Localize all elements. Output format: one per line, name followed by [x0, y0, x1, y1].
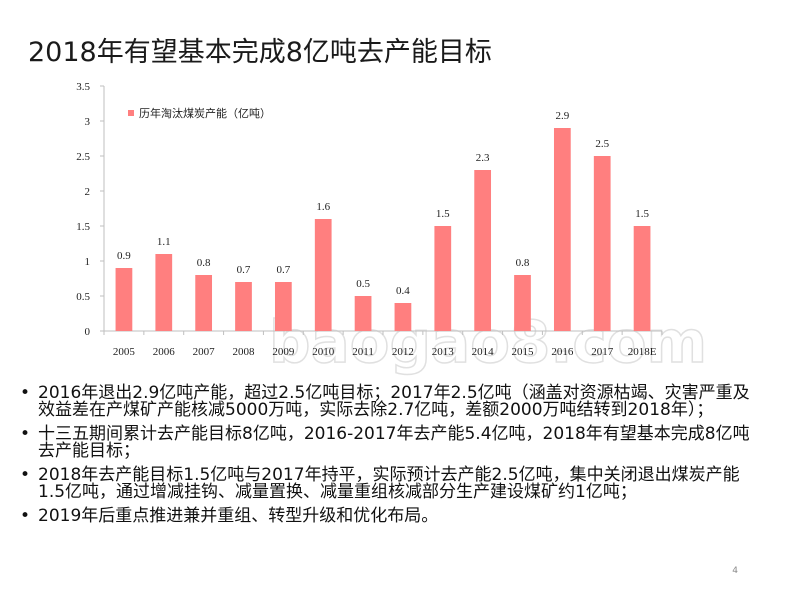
x-tick-label: 2016 [551, 346, 574, 358]
bullet-list: • 2016年退出2.9亿吨产能，超过2.5亿吨目标；2017年2.5亿吨（涵盖对… [16, 385, 756, 532]
x-tick-label: 2018E [628, 346, 657, 358]
bullet-dot: • [20, 424, 31, 444]
bullet-item: • 2018年去产能目标1.5亿吨与2017年持平，实际预计去产能2.5亿吨，集中… [16, 467, 756, 501]
page-number: 4 [732, 566, 738, 576]
y-tick-label: 0.5 [76, 291, 90, 303]
bullet-text: 十三五期间累计去产能目标8亿吨，2016-2017年去产能5.4亿吨，2018年… [38, 424, 750, 461]
y-tick-label: 3 [85, 116, 91, 128]
data-label: 2.9 [555, 110, 569, 122]
x-tick-label: 2014 [472, 346, 495, 358]
legend-swatch [128, 110, 134, 116]
x-tick-label: 2017 [591, 346, 614, 358]
x-tick-label: 2005 [113, 346, 136, 358]
bar [394, 303, 412, 331]
bullet-text: 2019年后重点推进兼并重组、转型升级和优化布局。 [38, 506, 439, 526]
bar [553, 128, 571, 331]
data-label: 0.9 [117, 250, 131, 262]
x-tick-label: 2008 [233, 346, 256, 358]
data-label: 1.5 [635, 208, 649, 220]
data-label: 2.3 [476, 152, 490, 164]
data-label: 0.8 [197, 257, 211, 269]
y-tick-label: 1 [85, 256, 91, 268]
bullet-text: 2016年退出2.9亿吨产能，超过2.5亿吨目标；2017年2.5亿吨（涵盖对资… [38, 383, 750, 420]
bar [115, 268, 133, 331]
bar [274, 282, 292, 331]
bullet-item: • 十三五期间累计去产能目标8亿吨，2016-2017年去产能5.4亿吨，2018… [16, 426, 756, 460]
y-tick-label: 1.5 [76, 221, 90, 233]
bar [514, 275, 531, 331]
data-label: 0.7 [237, 264, 251, 276]
bar [195, 275, 213, 331]
bar [633, 226, 651, 331]
bar [593, 156, 611, 331]
bullet-dot: • [20, 506, 31, 526]
y-tick-label: 2.5 [76, 151, 90, 163]
data-label: 0.4 [396, 285, 410, 297]
y-tick-label: 2 [85, 186, 91, 198]
legend-label: 历年淘汰煤炭产能（亿吨） [139, 106, 271, 120]
x-tick-label: 2006 [153, 346, 176, 358]
data-label: 0.5 [356, 278, 370, 290]
x-tick-label: 2010 [312, 346, 335, 358]
bar [235, 282, 252, 331]
bullet-dot: • [20, 383, 31, 403]
data-label: 0.8 [516, 257, 530, 269]
bullet-item: • 2016年退出2.9亿吨产能，超过2.5亿吨目标；2017年2.5亿吨（涵盖对… [16, 385, 756, 419]
bar [314, 219, 332, 331]
y-tick-label: 3.5 [76, 81, 90, 93]
data-label: 1.6 [316, 201, 330, 213]
x-tick-label: 2009 [272, 346, 295, 358]
bar [354, 296, 372, 331]
y-tick-label: 0 [85, 326, 91, 338]
bar [155, 254, 173, 331]
data-label: 0.7 [276, 264, 290, 276]
data-label: 2.5 [595, 138, 609, 150]
bar [434, 226, 452, 331]
slide-title: 2018年有望基本完成8亿吨去产能目标 [28, 37, 492, 68]
bar-chart: baogao8.com00.511.522.533.50.920051.1200… [76, 81, 708, 377]
x-tick-label: 2015 [512, 346, 535, 358]
bullet-item: • 2019年后重点推进兼并重组、转型升级和优化布局。 [16, 508, 756, 525]
x-tick-label: 2007 [193, 346, 216, 358]
x-tick-label: 2012 [392, 346, 414, 358]
bullet-text: 2018年去产能目标1.5亿吨与2017年持平，实际预计去产能2.5亿吨，集中关… [38, 465, 740, 502]
data-label: 1.5 [436, 208, 450, 220]
bullet-dot: • [20, 465, 31, 485]
x-tick-label: 2011 [352, 346, 374, 358]
data-label: 1.1 [157, 236, 171, 248]
x-tick-label: 2013 [432, 346, 455, 358]
bar [474, 170, 492, 331]
